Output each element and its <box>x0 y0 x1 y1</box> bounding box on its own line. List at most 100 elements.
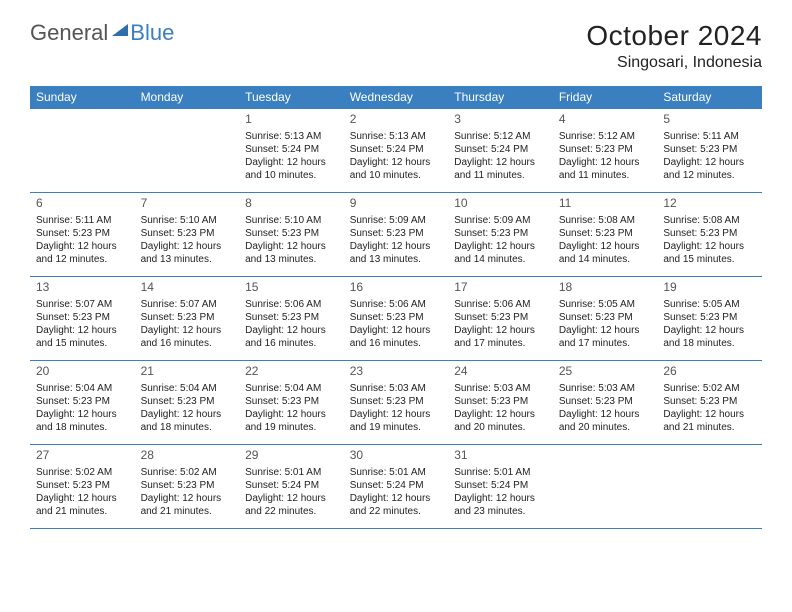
calendar-day-cell: 1 Sunrise: 5:13 AMSunset: 5:24 PMDaylight… <box>239 109 344 193</box>
day-number: 20 <box>36 364 129 380</box>
calendar-day-cell: 9Sunrise: 5:09 AMSunset: 5:23 PMDaylight… <box>344 193 449 277</box>
daylight-text: Daylight: 12 hours <box>36 324 129 337</box>
calendar-day-cell: 4Sunrise: 5:12 AMSunset: 5:23 PMDaylight… <box>553 109 658 193</box>
day-number: 29 <box>245 448 338 464</box>
logo-text-general: General <box>30 20 108 46</box>
daylight-text: and 18 minutes. <box>36 421 129 434</box>
sunrise-text: Sunrise: 5:11 AM <box>663 130 756 143</box>
sunset-text: Sunset: 5:23 PM <box>663 395 756 408</box>
day-number: 9 <box>350 196 443 212</box>
sunset-text: Sunset: 5:23 PM <box>454 311 547 324</box>
day-number: 28 <box>141 448 234 464</box>
calendar-empty-cell <box>30 109 135 193</box>
day-number: 4 <box>559 112 652 128</box>
calendar-day-cell: 14Sunrise: 5:07 AMSunset: 5:23 PMDayligh… <box>135 277 240 361</box>
daylight-text: and 21 minutes. <box>36 505 129 518</box>
daylight-text: Daylight: 12 hours <box>350 240 443 253</box>
sunrise-text: Sunrise: 5:05 AM <box>559 298 652 311</box>
daylight-text: Daylight: 12 hours <box>245 156 338 169</box>
sunset-text: Sunset: 5:23 PM <box>36 311 129 324</box>
daylight-text: and 16 minutes. <box>350 337 443 350</box>
title-block: October 2024 Singosari, Indonesia <box>586 20 762 72</box>
daylight-text: Daylight: 12 hours <box>350 156 443 169</box>
day-header: Saturday <box>657 86 762 109</box>
sunset-text: Sunset: 5:24 PM <box>245 143 338 156</box>
daylight-text: and 11 minutes. <box>559 169 652 182</box>
sunrise-text: Sunrise: 5:09 AM <box>454 214 547 227</box>
day-header: Wednesday <box>344 86 449 109</box>
calendar-day-cell: 27Sunrise: 5:02 AMSunset: 5:23 PMDayligh… <box>30 445 135 529</box>
daylight-text: and 20 minutes. <box>559 421 652 434</box>
day-header: Thursday <box>448 86 553 109</box>
page-header: General Blue October 2024 Singosari, Ind… <box>30 20 762 72</box>
daylight-text: and 22 minutes. <box>350 505 443 518</box>
sunset-text: Sunset: 5:23 PM <box>663 227 756 240</box>
daylight-text: and 10 minutes. <box>350 169 443 182</box>
daylight-text: and 15 minutes. <box>36 337 129 350</box>
daylight-text: and 21 minutes. <box>663 421 756 434</box>
sunset-text: Sunset: 5:23 PM <box>245 227 338 240</box>
calendar-day-cell: 20Sunrise: 5:04 AMSunset: 5:23 PMDayligh… <box>30 361 135 445</box>
calendar-day-cell: 21Sunrise: 5:04 AMSunset: 5:23 PMDayligh… <box>135 361 240 445</box>
daylight-text: Daylight: 12 hours <box>454 324 547 337</box>
daylight-text: Daylight: 12 hours <box>559 156 652 169</box>
day-number: 31 <box>454 448 547 464</box>
day-header: Friday <box>553 86 658 109</box>
daylight-text: Daylight: 12 hours <box>454 408 547 421</box>
sunrise-text: Sunrise: 5:02 AM <box>36 466 129 479</box>
calendar-empty-cell <box>135 109 240 193</box>
daylight-text: and 17 minutes. <box>559 337 652 350</box>
sunset-text: Sunset: 5:23 PM <box>663 311 756 324</box>
daylight-text: and 12 minutes. <box>36 253 129 266</box>
calendar-day-cell: 17Sunrise: 5:06 AMSunset: 5:23 PMDayligh… <box>448 277 553 361</box>
daylight-text: Daylight: 12 hours <box>663 324 756 337</box>
daylight-text: Daylight: 12 hours <box>36 240 129 253</box>
day-number: 12 <box>663 196 756 212</box>
day-number: 30 <box>350 448 443 464</box>
sunrise-text: Sunrise: 5:06 AM <box>454 298 547 311</box>
day-header: Monday <box>135 86 240 109</box>
calendar-day-cell: 10Sunrise: 5:09 AMSunset: 5:23 PMDayligh… <box>448 193 553 277</box>
sunset-text: Sunset: 5:24 PM <box>454 479 547 492</box>
day-number: 11 <box>559 196 652 212</box>
sunrise-text: Sunrise: 5:03 AM <box>454 382 547 395</box>
sunset-text: Sunset: 5:24 PM <box>454 143 547 156</box>
daylight-text: Daylight: 12 hours <box>454 492 547 505</box>
calendar-week-row: 13Sunrise: 5:07 AMSunset: 5:23 PMDayligh… <box>30 277 762 361</box>
daylight-text: Daylight: 12 hours <box>36 492 129 505</box>
day-number: 1 <box>245 112 338 128</box>
sunset-text: Sunset: 5:23 PM <box>36 395 129 408</box>
daylight-text: and 21 minutes. <box>141 505 234 518</box>
sunset-text: Sunset: 5:23 PM <box>350 395 443 408</box>
sunrise-text: Sunrise: 5:04 AM <box>245 382 338 395</box>
sunset-text: Sunset: 5:23 PM <box>141 311 234 324</box>
calendar-day-cell: 13Sunrise: 5:07 AMSunset: 5:23 PMDayligh… <box>30 277 135 361</box>
day-number: 7 <box>141 196 234 212</box>
daylight-text: Daylight: 12 hours <box>141 408 234 421</box>
sunrise-text: Sunrise: 5:08 AM <box>663 214 756 227</box>
calendar-day-cell: 11Sunrise: 5:08 AMSunset: 5:23 PMDayligh… <box>553 193 658 277</box>
sunrise-text: Sunrise: 5:12 AM <box>559 130 652 143</box>
sunrise-text: Sunrise: 5:06 AM <box>350 298 443 311</box>
day-number: 14 <box>141 280 234 296</box>
daylight-text: Daylight: 12 hours <box>663 156 756 169</box>
sunset-text: Sunset: 5:23 PM <box>141 479 234 492</box>
day-number: 6 <box>36 196 129 212</box>
daylight-text: Daylight: 12 hours <box>559 324 652 337</box>
day-number: 22 <box>245 364 338 380</box>
sunrise-text: Sunrise: 5:07 AM <box>36 298 129 311</box>
logo-text-blue: Blue <box>130 20 174 46</box>
sunrise-text: Sunrise: 5:10 AM <box>141 214 234 227</box>
day-number: 21 <box>141 364 234 380</box>
sunrise-text: Sunrise: 5:13 AM <box>245 130 338 143</box>
logo-mark-icon <box>112 24 128 36</box>
sunrise-text: Sunrise: 5:02 AM <box>663 382 756 395</box>
sunset-text: Sunset: 5:23 PM <box>36 479 129 492</box>
sunset-text: Sunset: 5:23 PM <box>350 227 443 240</box>
sunrise-text: Sunrise: 5:11 AM <box>36 214 129 227</box>
day-number: 2 <box>350 112 443 128</box>
sunset-text: Sunset: 5:23 PM <box>141 227 234 240</box>
sunset-text: Sunset: 5:23 PM <box>559 395 652 408</box>
daylight-text: Daylight: 12 hours <box>559 240 652 253</box>
calendar-day-cell: 24Sunrise: 5:03 AMSunset: 5:23 PMDayligh… <box>448 361 553 445</box>
